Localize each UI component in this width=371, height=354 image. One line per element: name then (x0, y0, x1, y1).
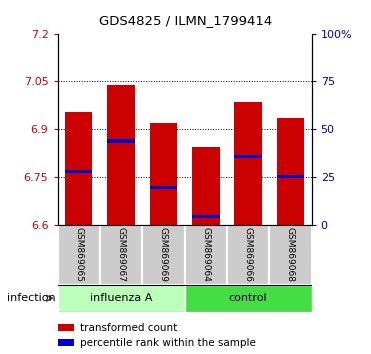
Bar (277, 175, 304, 178)
Bar (150, 123, 177, 225)
Bar (100, 225, 142, 285)
Bar (269, 225, 312, 285)
Text: GSM869066: GSM869066 (244, 227, 253, 282)
Bar (58, 285, 185, 312)
Text: influenza A: influenza A (90, 293, 152, 303)
Bar (192, 147, 220, 225)
Text: GSM869065: GSM869065 (74, 227, 83, 282)
Bar (107, 139, 135, 143)
Bar (65, 170, 92, 173)
Bar (142, 225, 185, 285)
Bar (185, 285, 312, 312)
Text: GDS4825 / ILMN_1799414: GDS4825 / ILMN_1799414 (99, 14, 272, 27)
Text: GSM869069: GSM869069 (159, 227, 168, 282)
Text: infection: infection (7, 293, 56, 303)
Bar (234, 102, 262, 225)
Text: percentile rank within the sample: percentile rank within the sample (81, 338, 256, 348)
Bar (234, 155, 262, 158)
Text: GSM869064: GSM869064 (201, 227, 210, 282)
Bar (192, 215, 220, 218)
Bar (277, 118, 304, 225)
Text: GSM869068: GSM869068 (286, 227, 295, 282)
Bar (185, 225, 227, 285)
Bar (58, 225, 100, 285)
Bar (65, 112, 92, 225)
Bar (150, 185, 177, 189)
Bar (58, 339, 74, 346)
Bar (107, 85, 135, 225)
Text: GSM869067: GSM869067 (116, 227, 125, 282)
Bar (58, 324, 74, 331)
Bar (227, 225, 269, 285)
Text: control: control (229, 293, 267, 303)
Text: transformed count: transformed count (81, 322, 178, 332)
